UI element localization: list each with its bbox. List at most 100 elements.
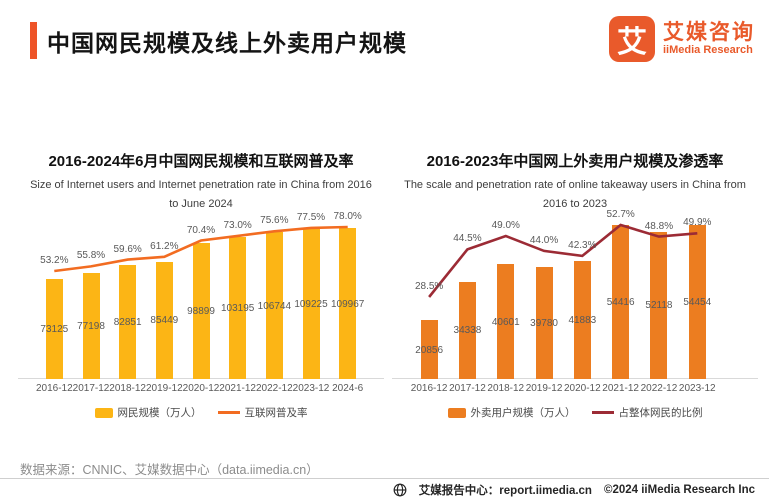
- legend-bar-swatch: [447, 407, 466, 418]
- bar-value-label: 98899: [187, 306, 215, 318]
- x-tick-label: 2022-12: [255, 383, 293, 394]
- legend-label: 网民规模（万人）: [117, 407, 202, 419]
- line-point-label: 52.7%: [606, 209, 635, 220]
- bar-value-label: 109225: [294, 299, 328, 310]
- bar-2018-12: [497, 264, 515, 379]
- x-tick-label: 2021-12: [602, 383, 639, 394]
- data-source-note: 数据来源：CNNIC、艾媒数据中心（data.iimedia.cn）: [20, 463, 319, 477]
- chart-internet-users: 2016-2024年6月中国网民规模和互联网普及率 Size of Intern…: [18, 140, 384, 440]
- bar-value-label: 73125: [40, 323, 69, 335]
- logo-name-cn: 艾媒咨询: [663, 20, 755, 44]
- x-axis-labels: 2016-12 2017-12 2018-12 2019-12 2020-12 2021-…: [392, 383, 758, 397]
- chart-subtitle-en: Size of Internet users and Internet pene…: [30, 179, 372, 210]
- chart-title-cn: 2016-2023年中国网上外卖用户规模及渗透率: [426, 153, 724, 170]
- chart-title-cn: 2016-2024年6月中国网民规模和互联网普及率: [48, 153, 354, 170]
- legend-bar-swatch: [94, 407, 113, 418]
- line-point-label: 75.6%: [260, 215, 289, 227]
- bar-value-label: 40601: [491, 316, 520, 328]
- bar-value-label: 77198: [77, 321, 105, 332]
- x-tick-label: 2018-12: [109, 383, 146, 394]
- bar-value-label: 39780: [530, 317, 558, 329]
- bar-2024-6: [339, 228, 357, 379]
- bar-value-label: 109967: [330, 298, 365, 310]
- bar-2023-12: [302, 229, 320, 379]
- chart-subtitle-en: The scale and penetration rate of online…: [404, 179, 746, 210]
- globe-icon: [393, 483, 407, 497]
- trend-line: [54, 225, 348, 273]
- x-tick-label: 2023-12: [678, 383, 716, 394]
- bar-value-label: 82851: [113, 317, 142, 329]
- bar-value-label: 54416: [606, 297, 635, 309]
- bar-value-label: 41883: [568, 314, 597, 326]
- plot-area: 73125 77198 82851 85449 98899 103195 106744 109…: [18, 209, 384, 379]
- bar-2016-12: [420, 320, 438, 379]
- bar-2022-12: [265, 232, 283, 379]
- x-axis-labels: 2016-12 2017-12 2018-12 2019-12 2020-12 2021-…: [18, 383, 384, 397]
- bar-2017-12: [458, 281, 476, 379]
- bar-2018-12: [119, 265, 137, 379]
- logo-name-en: iiMedia Research: [663, 43, 753, 56]
- legend-line-swatch: [217, 411, 240, 414]
- x-tick-label: 2018-12: [487, 383, 525, 394]
- bar-2020-12: [192, 243, 210, 379]
- x-tick-label: 2017-12: [72, 383, 110, 394]
- legend-label: 互联网普及率: [244, 407, 308, 419]
- report-center-text: 艾媒报告中心：report.iimedia.cn: [418, 485, 592, 497]
- bar-value-label: 106744: [257, 300, 292, 312]
- bar-value-label: 34338: [453, 325, 482, 337]
- footer-divider: [0, 478, 769, 479]
- line-point-label: 70.4%: [186, 224, 216, 236]
- bar-value-label: 20856: [415, 344, 444, 356]
- legend-line-swatch: [591, 411, 614, 414]
- trend-line: [428, 223, 698, 298]
- x-tick-label: 2023-12: [292, 383, 330, 394]
- copyright-text: ©2024 iiMedia Research Inc: [603, 484, 755, 496]
- iimedia-logo: 艾 艾媒咨询 iiMedia Research: [609, 16, 755, 62]
- line-point-label: 78.0%: [333, 211, 362, 222]
- legend-label: 占整体网民的比例: [618, 407, 703, 419]
- bar-value-label: 54454: [683, 297, 712, 308]
- legend: 外卖用户规模（万人） 占整体网民的比例: [392, 405, 758, 420]
- bar-2021-12: [612, 225, 630, 379]
- line-point-label: 73.0%: [223, 219, 252, 231]
- legend: 网民规模（万人） 互联网普及率: [18, 405, 384, 420]
- legend-item: 互联网普及率: [217, 405, 308, 420]
- x-tick-label: 2017-12: [449, 383, 486, 394]
- iimedia-logo-icon: 艾: [609, 16, 655, 62]
- line-point-label: 61.2%: [150, 240, 179, 252]
- x-tick-label: 2020-12: [182, 383, 220, 394]
- x-tick-label: 2019-12: [525, 383, 563, 394]
- logo-text: 艾媒咨询 iiMedia Research: [663, 21, 755, 57]
- bar-2017-12: [82, 273, 100, 379]
- x-tick-label: 2019-12: [145, 383, 183, 394]
- bar-value-label: 52118: [645, 300, 673, 312]
- bar-2022-12: [650, 231, 668, 379]
- line-point-label: 55.8%: [76, 250, 106, 262]
- x-tick-label: 2024-6: [332, 383, 364, 394]
- line-point-label: 44.5%: [453, 233, 482, 245]
- line-point-label: 49.9%: [683, 217, 712, 229]
- line-point-label: 42.3%: [568, 239, 597, 251]
- bar-2019-12: [535, 266, 553, 379]
- page-footer: 艾媒报告中心：report.iimedia.cn ©2024 iiMedia R…: [393, 482, 755, 498]
- legend-item: 网民规模（万人）: [94, 405, 202, 420]
- legend-item: 占整体网民的比例: [591, 405, 703, 420]
- chart-takeaway-users: 2016-2023年中国网上外卖用户规模及渗透率 The scale and p…: [392, 140, 758, 440]
- bar-value-label: 103195: [220, 303, 255, 315]
- bar-2021-12: [229, 237, 247, 379]
- bar-2019-12: [155, 261, 173, 379]
- x-tick-label: 2016-12: [35, 383, 73, 394]
- line-point-label: 44.0%: [529, 234, 559, 246]
- x-tick-label: 2022-12: [640, 383, 678, 394]
- x-tick-label: 2016-12: [410, 383, 448, 394]
- line-point-label: 77.5%: [296, 211, 326, 223]
- line-point-label: 48.8%: [644, 220, 674, 232]
- plot-area: 20856 34338 40601 39780 41883 54416 52118 54454…: [392, 201, 758, 379]
- bar-2016-12: [45, 278, 63, 379]
- x-tick-label: 2020-12: [563, 383, 601, 394]
- x-tick-label: 2021-12: [219, 383, 256, 394]
- legend-label: 外卖用户规模（万人）: [470, 407, 576, 419]
- bar-2020-12: [573, 260, 591, 379]
- line-point-label: 53.2%: [40, 255, 69, 266]
